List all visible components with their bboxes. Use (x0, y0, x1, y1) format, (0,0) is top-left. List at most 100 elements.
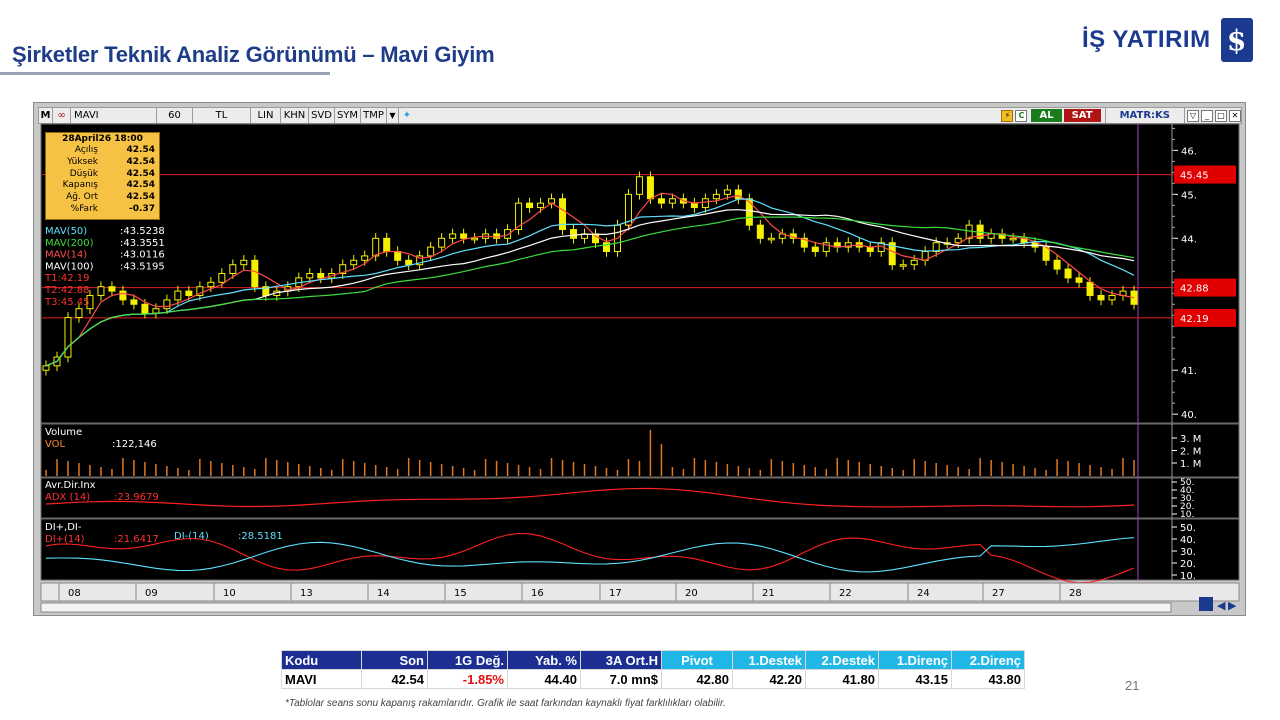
vol-tick-label: 2. M (1180, 447, 1201, 458)
di-title: DI+,DI- (45, 522, 82, 533)
candle-body (657, 198, 665, 204)
volume-title: Volume (45, 427, 82, 438)
candle-body (361, 255, 369, 261)
candle-body (1086, 281, 1094, 296)
price-level-badge (1174, 308, 1236, 327)
scroll-left-icon: ◀ (1217, 599, 1226, 612)
mav200-line (45, 216, 1135, 367)
ohlc-date: 28April26 18:00 (62, 134, 143, 144)
candle-body (570, 229, 578, 239)
matriks-brand: MATR:KS (1104, 108, 1185, 123)
mav50-line (45, 198, 1135, 367)
date-label: 15 (454, 588, 467, 599)
date-label: 16 (531, 588, 544, 599)
matriks-chart-window: M ∞ MAVI 60 TL LIN KHN SVD SYM TMP ▼ ✦ ⚡… (33, 102, 1246, 616)
di-tick-label: 10. (1180, 571, 1196, 582)
sym-button[interactable]: SYM (335, 108, 361, 123)
di-minus-label: DI-(14) (174, 531, 209, 542)
di-plus-value: :21.6417 (114, 534, 159, 545)
adx-tick-label: 30. (1180, 494, 1194, 504)
y-tick-label: 46. (1181, 146, 1197, 157)
date-label: 28 (1069, 588, 1082, 599)
candle-body (251, 259, 259, 288)
is-yatirim-logo: İŞ YATIRIM $ (1082, 18, 1253, 62)
candle-body (1097, 294, 1105, 301)
candle-body (526, 202, 534, 209)
matriks-menu-button[interactable]: M (39, 108, 53, 123)
candle-body (1075, 277, 1083, 283)
footnote: *Tablolar seans sonu kapanış rakamlarıdı… (285, 698, 726, 709)
candle-body (767, 237, 775, 241)
date-label: 09 (145, 588, 158, 599)
di-minus-line (45, 537, 1135, 573)
vol-tick-label: 3. M (1180, 434, 1201, 445)
candle-body (844, 242, 852, 248)
candle-body (339, 264, 347, 275)
settings-icon (1199, 597, 1213, 611)
candle-body (1009, 237, 1017, 241)
candle-body (822, 242, 830, 253)
lightning-icon[interactable]: ⚡ (1001, 109, 1014, 122)
period-selector[interactable]: 60 (157, 108, 193, 123)
refresh-c-icon[interactable]: C (1015, 109, 1028, 122)
candle-body (734, 189, 742, 200)
ohlc-row: Ağ. Ort 42.54 (66, 192, 155, 203)
y-tick-label: 44. (1181, 234, 1197, 245)
adx-value: :23.9679 (114, 492, 159, 503)
svd-button[interactable]: SVD (309, 108, 335, 123)
sell-button[interactable]: SAT (1063, 109, 1101, 122)
buy-button[interactable]: AL (1031, 109, 1062, 122)
candle-body (163, 299, 171, 310)
col-pivot: Pivot (661, 650, 733, 670)
vol-tick-label: 1. M (1180, 459, 1201, 470)
candle-body (394, 251, 402, 261)
y-tick-label: 40. (1181, 410, 1197, 421)
candle-body (141, 303, 149, 314)
symbol-field[interactable]: MAVI (71, 108, 157, 123)
candle-body (383, 237, 391, 253)
candle-body (416, 255, 424, 266)
indicator-label: MAV(14) (45, 250, 87, 261)
candle-body (954, 237, 962, 244)
date-label: 10 (223, 588, 236, 599)
ohlc-row: Düşük 42.54 (69, 168, 155, 179)
candle-body (646, 176, 654, 200)
candle-body (229, 264, 237, 275)
col-son: Son (361, 650, 428, 670)
date-axis (40, 582, 1240, 602)
price-level-label: 42.88 (1180, 284, 1209, 295)
chevron-down-icon[interactable]: ▼ (387, 108, 399, 123)
di-minus-value: :28.5181 (238, 531, 283, 542)
table-header-row: Kodu Son 1G Değ. Yab. % 3A Ort.H Pivot 1… (281, 650, 1025, 670)
lin-button[interactable]: LIN (251, 108, 281, 123)
khn-button[interactable]: KHN (281, 108, 309, 123)
price-level-badge (1174, 278, 1236, 297)
twitter-bird-icon[interactable]: ✦ (402, 110, 412, 121)
di-tick-label: 20. (1180, 559, 1196, 570)
candle-body (756, 224, 764, 239)
close-icon[interactable]: ✕ (1229, 109, 1241, 122)
candle-body (350, 259, 358, 266)
dropdown-icon[interactable]: ▽ (1187, 109, 1199, 122)
minimize-icon[interactable]: _ (1201, 109, 1213, 122)
candle-body (888, 242, 896, 266)
candle-body (1064, 268, 1072, 279)
date-label: 14 (377, 588, 390, 599)
candle-body (504, 229, 512, 239)
restore-icon[interactable]: □ (1215, 109, 1227, 122)
indicator-value: :43.5238 (120, 226, 165, 237)
candle-body (690, 202, 698, 209)
chart-panel-2 (40, 477, 1240, 519)
candle-body (899, 264, 907, 267)
chart-canvas[interactable]: 46.45.44.43.41.40.45.4542.8842.19MAV(50)… (34, 103, 1247, 617)
title-underline (0, 72, 330, 75)
tmp-button[interactable]: TMP (361, 108, 387, 123)
candle-body (591, 233, 599, 244)
candle-body (427, 246, 435, 257)
candle-body (701, 198, 709, 209)
candle-body (932, 242, 940, 253)
currency-selector[interactable]: TL (193, 108, 251, 123)
chain-link-icon[interactable]: ∞ (53, 108, 71, 123)
indicator-value: :43.0116 (120, 250, 165, 261)
candle-body (1108, 294, 1116, 301)
